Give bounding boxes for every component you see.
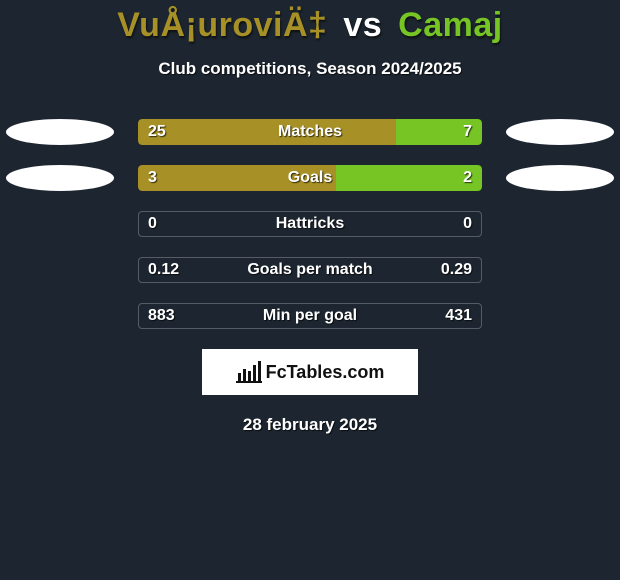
stat-bar-left (138, 165, 336, 191)
player-ellipse-right (506, 165, 614, 191)
stat-bar-track (138, 119, 482, 145)
heading-vs: vs (343, 6, 382, 44)
stat-bar-right (396, 119, 482, 145)
stat-bar-track (138, 211, 482, 237)
stat-row: 883431Min per goal (0, 303, 620, 329)
stat-row: 257Matches (0, 119, 620, 145)
stat-bar-track (138, 257, 482, 283)
stat-bar-track (138, 165, 482, 191)
stat-bar-track (138, 303, 482, 329)
stats-container: 257Matches 32Goals 00Hattricks 0.120.29Goal… (0, 119, 620, 329)
stat-bar-right (336, 165, 482, 191)
heading: VuÅ¡uroviÄ‡ vs Camaj (0, 6, 620, 45)
player-ellipse-left (6, 165, 114, 191)
date: 28 february 2025 (0, 415, 620, 435)
comparison-card: VuÅ¡uroviÄ‡ vs Camaj Club competitions, … (0, 0, 620, 435)
stat-row: 00Hattricks (0, 211, 620, 237)
heading-player2: Camaj (398, 6, 503, 44)
branding-text: FcTables.com (266, 362, 385, 383)
stat-bar-left (138, 119, 396, 145)
stat-row: 0.120.29Goals per match (0, 257, 620, 283)
bar-chart-icon (236, 361, 262, 383)
branding-badge: FcTables.com (202, 349, 418, 395)
player-ellipse-right (506, 119, 614, 145)
heading-player1: VuÅ¡uroviÄ‡ (117, 6, 327, 44)
subtitle: Club competitions, Season 2024/2025 (0, 59, 620, 79)
player-ellipse-left (6, 119, 114, 145)
stat-row: 32Goals (0, 165, 620, 191)
